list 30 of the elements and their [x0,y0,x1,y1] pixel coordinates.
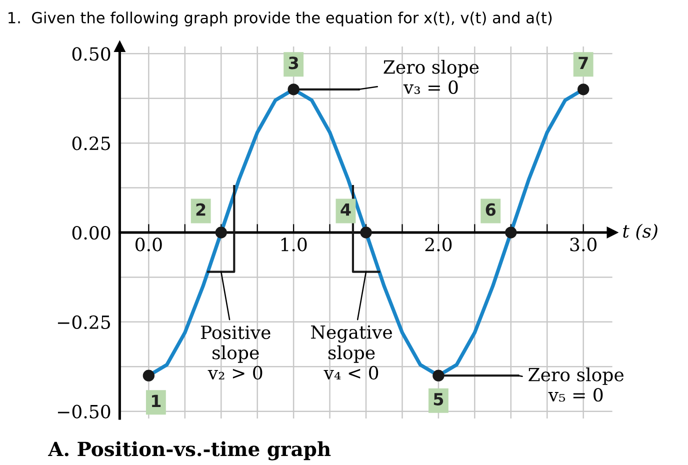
annotation: Zero slope v₃ = 0 [384,60,479,94]
x-axis-title: t (s) [623,224,658,240]
y-tick-label: 0.50 [72,47,110,61]
annotation: Zero slope v₅ = 0 [528,367,624,402]
x-tick-label: 1.0 [281,238,307,252]
y-tick-label: −0.25 [58,315,110,330]
y-tick-label: −0.50 [58,404,110,418]
y-tick-label: 0.00 [72,226,110,240]
x-tick-label: 2.0 [425,238,452,252]
annotation: 4 [340,203,351,216]
annotation: 3 [288,56,298,70]
point [142,370,155,382]
annotation: 7 [578,56,588,69]
annotation: 6 [486,203,496,216]
annotation: Negative slope v₄ < 0 [311,325,392,380]
point [578,84,590,96]
annotation: 5 [434,393,444,406]
point [288,84,300,96]
annotation: 1 [152,394,161,408]
point [215,226,227,238]
annotation: Positive slope v₂ > 0 [200,326,270,380]
x-tick-label: 3.0 [570,238,596,252]
text: A. Position-vs.-time graph [48,441,331,460]
point [432,370,444,382]
y-tick-label: 0.25 [72,136,110,150]
point [360,226,372,238]
chart-title: 1. Given the following graph provide the equation for x(t), v(t) and a(t) [8,12,552,26]
x-tick-label: 0.0 [136,238,162,252]
annotation: 2 [196,203,206,216]
point [505,226,517,238]
